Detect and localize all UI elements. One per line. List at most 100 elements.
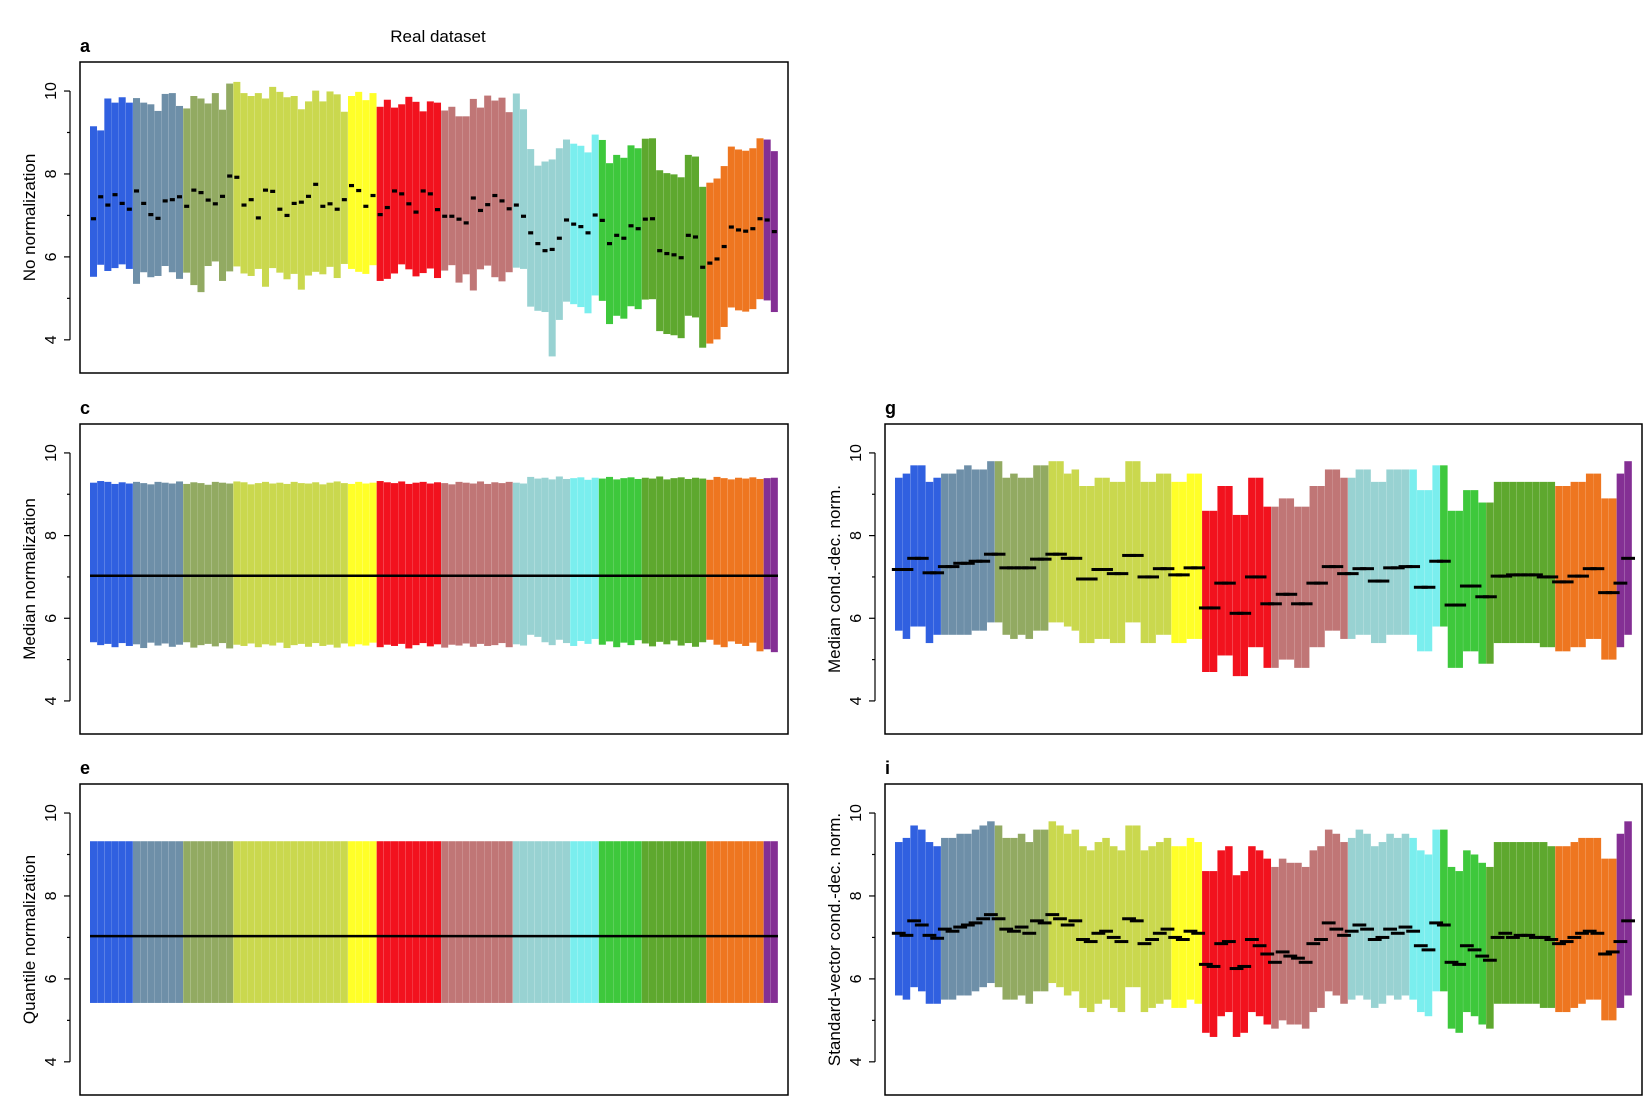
bar-g-50 xyxy=(1271,506,1279,668)
bar-i-44 xyxy=(1225,846,1233,1013)
bar-g-75 xyxy=(1463,490,1471,652)
y-tick-label-i: 10 xyxy=(848,804,865,822)
bar-e-38 xyxy=(355,841,363,1003)
bar-g-16 xyxy=(1010,473,1018,639)
bar-i-52 xyxy=(1286,862,1295,1025)
bar-i-56 xyxy=(1317,846,1325,1008)
bar-a-25 xyxy=(262,98,270,287)
bar-a-28 xyxy=(283,97,291,280)
bar-e-62 xyxy=(527,841,535,1003)
bar-e-46 xyxy=(412,841,420,1003)
bar-i-63 xyxy=(1370,846,1379,1008)
bar-a-66 xyxy=(555,148,563,320)
bar-g-25 xyxy=(1079,486,1087,644)
bar-a-31 xyxy=(305,101,313,276)
bar-c-72 xyxy=(598,478,606,645)
bar-g-31 xyxy=(1125,461,1133,623)
bar-e-56 xyxy=(484,841,492,1003)
bar-i-78 xyxy=(1486,866,1494,1029)
bar-c-64 xyxy=(541,477,549,643)
bar-e-36 xyxy=(340,841,348,1003)
bar-g-78 xyxy=(1486,502,1494,664)
bar-c-95 xyxy=(763,478,771,650)
bar-c-42 xyxy=(383,482,391,645)
bar-c-56 xyxy=(484,483,492,646)
bar-a-5 xyxy=(118,97,126,265)
bar-a-23 xyxy=(247,96,255,276)
bar-c-10 xyxy=(154,481,162,646)
bar-g-89 xyxy=(1570,481,1579,648)
bar-g-24 xyxy=(1071,469,1080,631)
bar-e-58 xyxy=(498,841,506,1003)
bar-a-40 xyxy=(369,93,377,266)
bar-e-28 xyxy=(283,841,291,1003)
bar-e-93 xyxy=(749,841,757,1003)
bar-c-38 xyxy=(355,481,363,645)
bar-g-26 xyxy=(1086,486,1095,644)
bar-i-27 xyxy=(1094,842,1103,1004)
bar-i-8 xyxy=(948,837,957,1000)
bar-c-11 xyxy=(161,482,169,644)
bar-c-74 xyxy=(613,479,621,648)
bar-a-58 xyxy=(498,97,506,282)
bar-e-71 xyxy=(591,841,599,1003)
bar-g-15 xyxy=(1002,477,1010,635)
bar-c-17 xyxy=(204,484,212,644)
bar-g-1 xyxy=(895,477,903,631)
bar-i-68 xyxy=(1409,837,1417,1000)
bar-e-12 xyxy=(168,841,176,1003)
bar-a-35 xyxy=(333,94,341,279)
bar-e-4 xyxy=(111,841,119,1003)
y-tick-label-g: 10 xyxy=(848,444,865,462)
bar-g-62 xyxy=(1363,469,1371,635)
bar-i-94 xyxy=(1608,858,1617,1021)
bar-c-73 xyxy=(606,476,614,642)
bar-i-84 xyxy=(1532,842,1540,1004)
bar-e-59 xyxy=(505,841,513,1003)
bar-i-34 xyxy=(1148,846,1156,1008)
bar-g-43 xyxy=(1217,486,1225,656)
bar-i-38 xyxy=(1179,846,1187,1008)
bar-e-57 xyxy=(491,841,499,1003)
bar-i-74 xyxy=(1455,871,1463,1033)
bar-e-91 xyxy=(735,841,743,1003)
bar-i-60 xyxy=(1347,837,1356,1000)
bar-g-10 xyxy=(964,465,972,635)
bar-i-81 xyxy=(1509,842,1517,1004)
bar-g-9 xyxy=(956,469,964,635)
bar-g-17 xyxy=(1017,477,1026,635)
bar-e-32 xyxy=(312,841,320,1003)
bar-i-64 xyxy=(1378,842,1387,1004)
bar-i-24 xyxy=(1071,829,1080,992)
bar-c-51 xyxy=(448,484,456,645)
bar-c-65 xyxy=(548,479,556,646)
bar-g-14 xyxy=(994,461,1003,623)
bar-i-86 xyxy=(1547,846,1556,1008)
bar-a-36 xyxy=(340,111,348,264)
bar-g-37 xyxy=(1171,481,1179,644)
bar-e-87 xyxy=(706,841,714,1003)
bar-i-1 xyxy=(895,842,903,996)
bar-e-80 xyxy=(656,841,664,1003)
bar-c-60 xyxy=(512,482,520,645)
bar-e-16 xyxy=(197,841,205,1003)
bar-i-5 xyxy=(925,842,934,1004)
bar-g-53 xyxy=(1294,506,1302,668)
bar-i-37 xyxy=(1171,846,1179,1008)
bar-i-79 xyxy=(1493,842,1502,1004)
bar-i-50 xyxy=(1271,866,1279,1029)
bar-g-39 xyxy=(1186,473,1195,639)
bar-a-42 xyxy=(383,99,391,279)
bar-g-55 xyxy=(1309,486,1318,648)
bar-i-31 xyxy=(1125,825,1133,988)
bar-a-26 xyxy=(269,86,277,269)
figure-title: Real dataset xyxy=(390,27,486,46)
bar-c-48 xyxy=(426,483,434,647)
bar-c-33 xyxy=(319,484,327,646)
bar-i-33 xyxy=(1140,850,1149,1013)
bar-e-45 xyxy=(405,841,413,1003)
bar-g-49 xyxy=(1263,506,1272,668)
y-tick-label-c: 8 xyxy=(43,531,60,540)
bar-i-23 xyxy=(1063,833,1072,996)
bar-a-12 xyxy=(168,93,176,273)
